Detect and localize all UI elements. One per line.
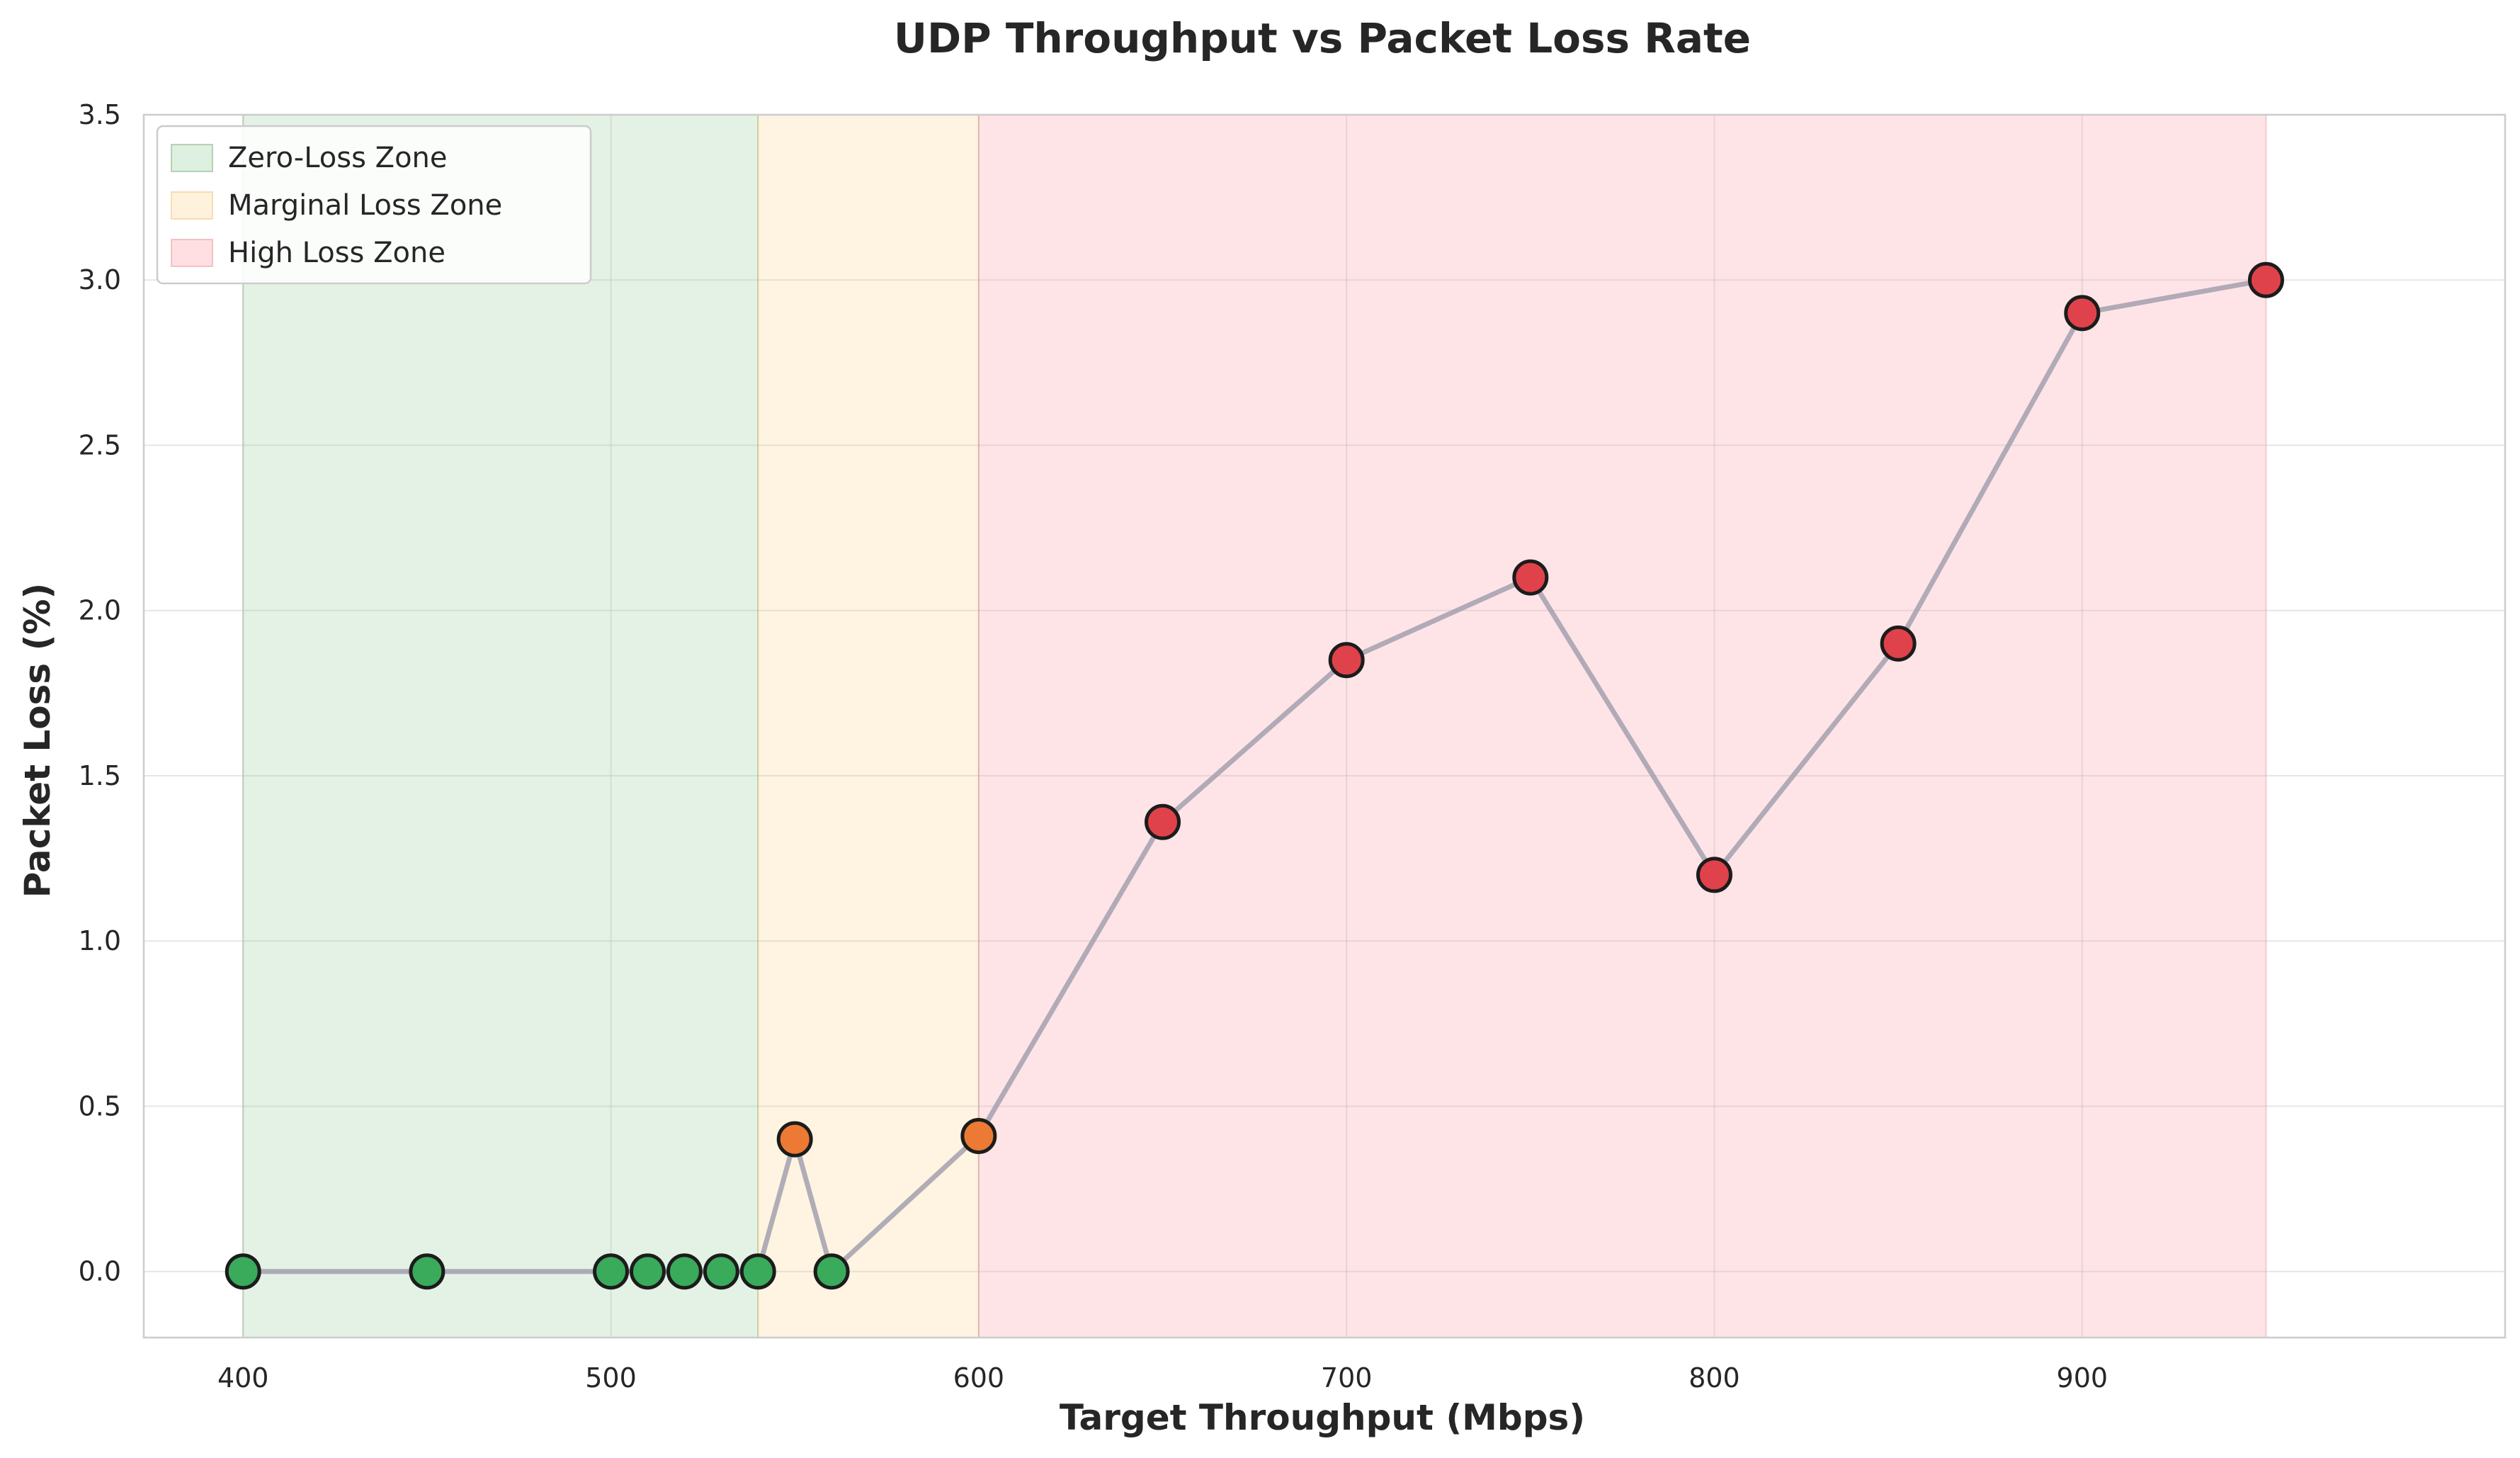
x-tick-label: 400 — [217, 1362, 269, 1394]
legend-swatch — [171, 144, 213, 172]
points-layer — [225, 261, 2284, 1290]
legend-label: Zero-Loss Zone — [228, 142, 448, 174]
plot-frame — [142, 113, 2507, 1339]
zone-1 — [242, 114, 759, 1338]
y-tick-label: 1.0 — [79, 925, 121, 956]
data-point — [1880, 625, 1917, 662]
legend-swatch — [171, 239, 213, 267]
x-axis-title: Target Throughput (Mbps) — [1060, 1397, 1585, 1438]
y-tick-label: 2.5 — [79, 429, 121, 460]
chart-title: UDP Throughput vs Packet Loss Rate — [894, 14, 1751, 62]
zones-layer — [242, 114, 2267, 1338]
y-tick-label: 0.0 — [79, 1256, 121, 1287]
y-tick-label: 3.0 — [79, 264, 121, 295]
data-point — [2064, 295, 2101, 332]
data-point — [813, 1253, 850, 1290]
data-point — [1328, 642, 1365, 679]
data-point — [666, 1253, 703, 1290]
y-axis-ticks: 0.0 0.5 1.0 1.5 2.0 2.5 3.0 3.5 — [79, 99, 121, 1287]
y-axis-title: Packet Loss (%) — [17, 583, 58, 898]
legend-label: High Loss Zone — [228, 237, 445, 269]
x-tick-label: 700 — [1321, 1362, 1373, 1394]
data-point — [225, 1253, 261, 1290]
legend-swatch — [171, 191, 213, 220]
legend-label: Marginal Loss Zone — [228, 189, 502, 222]
data-point — [409, 1253, 445, 1290]
y-tick-label: 3.5 — [79, 99, 121, 130]
data-point — [2247, 261, 2284, 298]
x-tick-label: 500 — [585, 1362, 637, 1394]
legend-box — [156, 125, 592, 285]
x-tick-label: 600 — [953, 1362, 1005, 1394]
data-point — [703, 1253, 739, 1290]
x-tick-label: 900 — [2057, 1362, 2108, 1394]
data-point — [776, 1121, 813, 1158]
data-point — [1145, 803, 1181, 840]
legend: Zero-Loss Zone Marginal Loss Zone High Los… — [156, 125, 592, 285]
y-tick-label: 1.5 — [79, 760, 121, 791]
x-axis-ticks: 400 500 600 700 800 900 — [217, 1362, 2108, 1394]
data-point — [593, 1253, 630, 1290]
y-tick-label: 0.5 — [79, 1090, 121, 1121]
data-point — [960, 1117, 997, 1154]
data-point — [1696, 857, 1732, 893]
y-tick-label: 2.0 — [79, 595, 121, 626]
data-point — [629, 1253, 666, 1290]
data-point — [1512, 559, 1549, 596]
x-tick-label: 800 — [1688, 1362, 1740, 1394]
data-point — [739, 1253, 776, 1290]
